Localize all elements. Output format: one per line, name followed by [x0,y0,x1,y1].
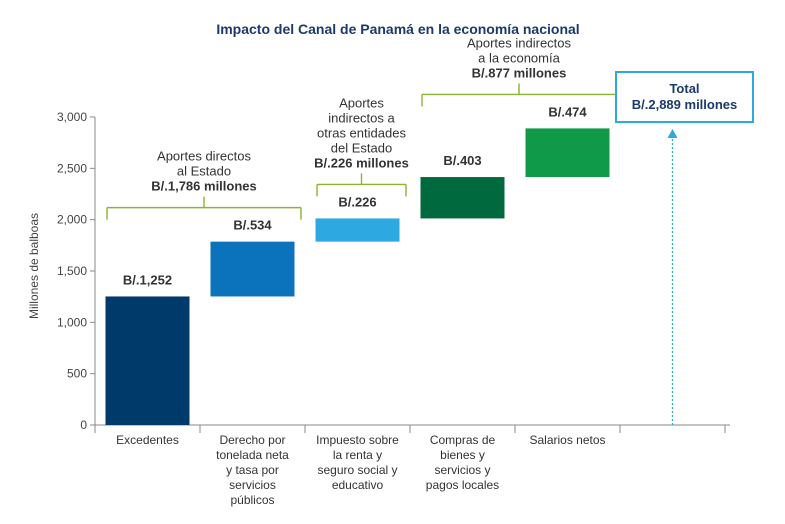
group-label: otras entidades [317,125,406,140]
category-label: tonelada neta [216,448,289,462]
bar [315,218,400,242]
category-label: seguro social y [317,463,397,477]
bar-value-label: B/.474 [548,104,587,119]
category-label: públicos [230,493,274,507]
bar [525,128,610,178]
group-label: al Estado [177,164,231,179]
y-tick-label: 2,000 [57,213,87,227]
category-label: servicios y [434,463,490,477]
category-label: bienes y [440,448,485,462]
category-label: la renta y [333,448,382,462]
group-total-label: B/.226 millones [314,155,409,170]
group-label: indirectos a [328,110,395,125]
bar-value-label: B/.1,252 [123,272,172,287]
category-label: pagos locales [426,478,499,492]
group-label: del Estado [331,140,392,155]
group-label: a la economía [478,50,560,65]
chart-title: Impacto del Canal de Panamá en la econom… [216,21,579,37]
group-label: Aportes directos [157,149,251,164]
group-total-label: B/.1,786 millones [151,179,257,194]
y-tick-label: 1,000 [57,315,87,329]
category-label: y tasa por [226,463,279,477]
total-arrow-head [667,129,678,138]
category-label: Excedentes [116,433,179,447]
bar-value-label: B/.226 [338,194,376,209]
y-tick-label: 1,500 [57,264,87,278]
category-label: educativo [332,478,384,492]
bar-value-label: B/.534 [233,218,272,233]
y-tick-label: 3,000 [57,110,87,124]
y-tick-label: 0 [80,418,87,432]
category-label: Impuesto sobre [316,433,399,447]
category-label: servicios [229,478,276,492]
total-title: Total [669,81,699,96]
group-label: Aportes indirectos [467,35,572,50]
bar [210,241,295,297]
group-label: Aportes [339,95,384,110]
y-tick-label: 2,500 [57,161,87,175]
category-label: Compras de [430,433,496,447]
bar [105,296,190,425]
y-tick-label: 500 [67,367,87,381]
group-total-label: B/.877 millones [472,65,567,80]
bar [420,177,505,219]
total-value: B/.2,889 millones [632,97,738,112]
y-axis-label: Millones de balboas [27,213,41,319]
category-label: Derecho por [219,433,285,447]
category-label: Salarios netos [529,433,605,447]
total-box [615,71,754,123]
bar-value-label: B/.403 [443,153,481,168]
